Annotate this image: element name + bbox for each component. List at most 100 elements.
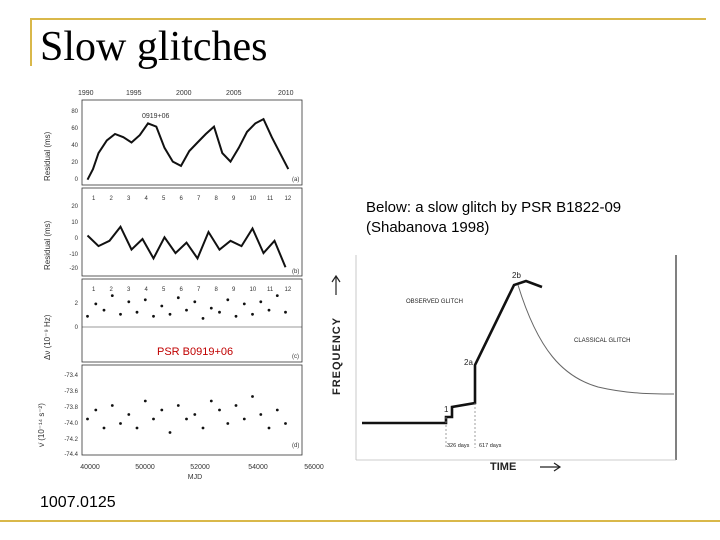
panel-a-ytick: 0 xyxy=(75,177,79,183)
panel-c-marker: 7 xyxy=(197,287,201,293)
panel-c-data-point xyxy=(160,304,164,308)
panel-b-marker: 10 xyxy=(250,196,257,202)
panel-c-label: (c) xyxy=(292,354,299,360)
frame-left-line xyxy=(30,18,32,66)
pulsar-timing-figure: 1990 1995 2000 2005 2010 Residual (ms) R… xyxy=(37,90,324,481)
panel-c-data-point xyxy=(110,294,114,297)
panel-b-label: (b) xyxy=(292,269,299,275)
panel-d-ylabel: ν̇ (10⁻¹⁴ s⁻²) xyxy=(37,403,46,447)
panel-d-ytick: -74.0 xyxy=(64,421,78,427)
panel-c-marker: 8 xyxy=(215,287,219,293)
panel-a-ytick: 80 xyxy=(71,109,78,115)
panel-c-data-point xyxy=(193,300,197,304)
x-tick: 54000 xyxy=(248,464,268,471)
panel-c-data-point xyxy=(102,308,106,312)
panel-c-data-point xyxy=(94,302,98,306)
panel-d-data-point xyxy=(119,422,122,425)
panel-b-marker: 8 xyxy=(215,196,219,202)
panel-c-marker: 1 xyxy=(92,287,96,293)
panel-d-data-point xyxy=(143,399,147,403)
panel-b-ylabel: Residual (ms) xyxy=(43,220,52,270)
figure-caption: Below: a slow glitch by PSR B1822-09 (Sh… xyxy=(366,198,706,238)
point-2b-label: 2b xyxy=(512,271,521,280)
panel-b-marker: 1 xyxy=(92,196,96,202)
panel-b-ytick: -10 xyxy=(69,252,78,258)
time-axis-label: TIME xyxy=(490,461,516,473)
panel-c-data-point xyxy=(234,314,238,318)
panel-b-marker: 2 xyxy=(110,196,114,202)
panel-c-data-point xyxy=(284,310,287,314)
year-tick: 1995 xyxy=(126,90,142,97)
panel-d-data-point xyxy=(152,417,155,421)
panel-d-data-point xyxy=(201,426,205,430)
panel-b-marker: 9 xyxy=(232,196,236,202)
panel-d-data-point xyxy=(127,413,131,416)
panel-d-ytick: -73.8 xyxy=(64,405,78,411)
panel-c-data-point xyxy=(201,317,205,320)
interval-617-label: 617 days xyxy=(479,443,502,449)
panel-c-data-point xyxy=(143,298,147,302)
panel-b-ytick: 0 xyxy=(75,236,79,242)
frequency-axis-label: FREQUENCY xyxy=(331,317,343,395)
panel-d-data-point xyxy=(234,404,238,407)
panel-d-ytick: -73.6 xyxy=(64,389,78,395)
top-year-axis: 1990 1995 2000 2005 2010 xyxy=(78,90,294,97)
caption-line-1: Below: a slow glitch by PSR B1822-09 xyxy=(366,199,622,216)
panel-b-marker: 6 xyxy=(180,196,184,202)
panel-c-marker: 10 xyxy=(250,287,257,293)
panel-c-marker: 4 xyxy=(145,287,149,293)
panel-c-data-point xyxy=(152,314,155,318)
x-tick: 50000 xyxy=(135,464,155,471)
year-tick: 1990 xyxy=(78,90,94,97)
panel-a-ytick: 20 xyxy=(71,160,78,166)
slide-title: Slow glitches xyxy=(40,24,268,70)
classical-glitch-curve xyxy=(517,284,675,395)
panel-d-frame xyxy=(81,364,303,456)
observed-glitch-label: OBSERVED GLITCH xyxy=(406,299,463,305)
panel-a-series-line xyxy=(86,117,290,181)
panel-d-data-point xyxy=(86,417,89,421)
panel-d-ytick: -74.2 xyxy=(64,437,78,443)
panel-c-marker: 6 xyxy=(180,287,184,293)
frequency-arrow-icon xyxy=(331,274,341,295)
panel-d-data-point xyxy=(176,404,180,407)
panel-c-data-point xyxy=(135,310,139,314)
panel-b-marker: 11 xyxy=(267,196,274,202)
panel-d-data-point xyxy=(251,395,254,398)
panel-c-data-point xyxy=(218,310,221,314)
panel-c-data-point xyxy=(275,294,279,297)
footer-reference: 1007.0125 xyxy=(40,494,116,511)
panel-c-marker: 2 xyxy=(110,287,114,293)
panel-c-data-point xyxy=(259,300,263,304)
panel-d-data-point xyxy=(168,431,172,434)
panel-d-data-point xyxy=(275,408,279,412)
panel-c-data-point xyxy=(127,300,131,304)
panel-d-data-point xyxy=(209,399,213,403)
year-tick: 2005 xyxy=(226,90,242,97)
year-tick: 2010 xyxy=(278,90,294,97)
time-arrow-icon xyxy=(540,462,562,472)
panel-d-data-point xyxy=(185,417,188,421)
panel-a-ytick: 60 xyxy=(71,126,78,132)
panel-d-ytick: -74.4 xyxy=(64,452,78,458)
panel-c-annotation: PSR B0919+06 xyxy=(157,346,233,358)
x-tick: 52000 xyxy=(190,464,210,471)
panel-a-ylabel: Residual (ms) xyxy=(43,131,52,181)
panel-c-data-point xyxy=(119,312,122,316)
panel-d-data-point xyxy=(94,408,98,412)
panel-c-frame xyxy=(81,278,303,363)
panel-d-data-point xyxy=(193,413,197,416)
panel-d-data-point xyxy=(110,404,114,407)
panel-c-data-point xyxy=(185,308,188,312)
frame-bottom-line xyxy=(0,520,720,522)
panel-d-data-point xyxy=(135,426,139,430)
x-axis-label: MJD xyxy=(188,474,202,481)
year-tick: 2000 xyxy=(176,90,192,97)
panel-c-ytick: 2 xyxy=(75,301,79,307)
classical-glitch-label: CLASSICAL GLITCH xyxy=(574,338,630,344)
point-1-label: 1 xyxy=(444,405,449,414)
panel-c-data-point xyxy=(226,298,230,302)
panel-d-data-point xyxy=(218,408,221,412)
panel-b-series-line xyxy=(86,224,287,268)
panel-b-frame xyxy=(81,187,303,277)
